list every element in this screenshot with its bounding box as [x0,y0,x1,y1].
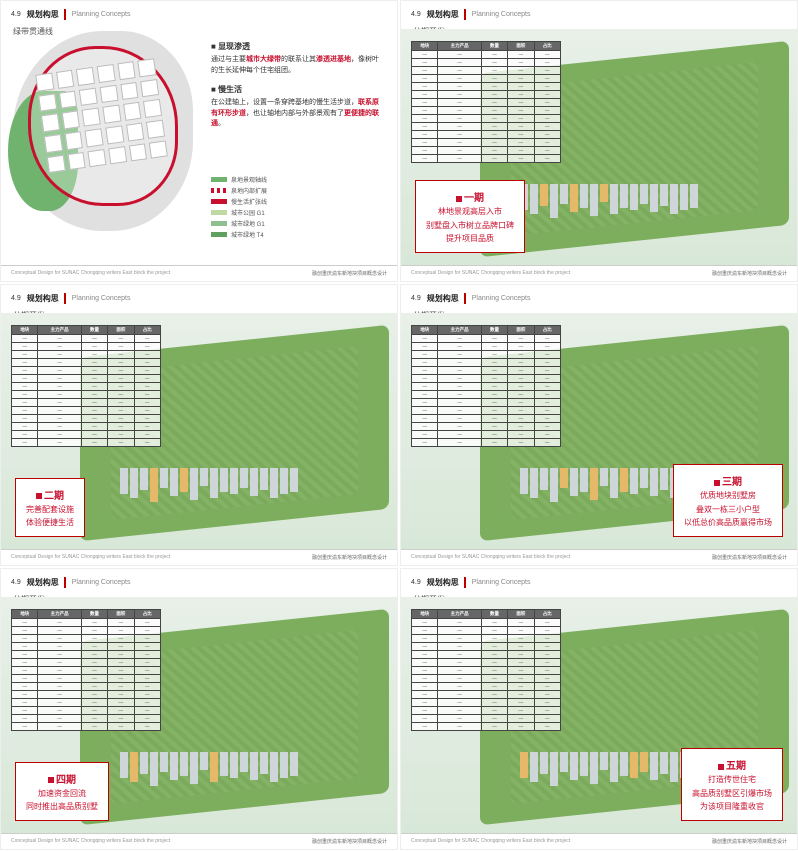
panel-phase: 4.9规划构思Planning Concepts分期开发地块主力产品数量面积占比… [400,568,798,850]
panel-phase: 4.9规划构思Planning Concepts分期开发地块主力产品数量面积占比… [400,284,798,566]
phase-callout: 一期林地景观高层入市别墅盘入市树立品牌口碑提升项目品质 [415,180,525,253]
panel-phase: 4.9规划构思Planning Concepts分期开发地块主力产品数量面积占比… [400,0,798,282]
panel-header: 4.9 规划构思 Planning Concepts [1,1,397,24]
phase-callout: 四期加速资金回流同时推出高品质别墅 [15,762,109,821]
phase-callout: 五期打造传世住宅高品质别墅区引爆市场为该项目隆重收官 [681,748,783,821]
legend-swatches: 泉地景观轴线泉地内部扩展慢生活扩张线城市公园 G1城市绿地 G1城市绿地 T4 [211,175,267,241]
panel-phase: 4.9规划构思Planning Concepts分期开发地块主力产品数量面积占比… [0,284,398,566]
phase-callout: 二期完善配套设施体验便捷生活 [15,478,85,537]
panel-greenbelt: 4.9 规划构思 Planning Concepts 绿带贯通线 ■ 显现渗透 … [0,0,398,282]
page-grid: 4.9 规划构思 Planning Concepts 绿带贯通线 ■ 显现渗透 … [0,0,798,850]
panel-phase: 4.9规划构思Planning Concepts分期开发地块主力产品数量面积占比… [0,568,398,850]
section-title-zh: 规划构思 [27,9,66,20]
site-map [13,31,193,231]
section-title-en: Planning Concepts [72,11,131,18]
panel-footer: Conceptual Design for SUNAC Chongqing wr… [1,265,397,281]
phase-callout: 三期优质地块别墅房叠双一栋三小户型以低总价高品质赢得市场 [673,464,783,537]
section-number: 4.9 [11,11,21,18]
legend-text: ■ 显现渗透 通过与主要城市大绿带的联系让其渗透进基地，像树叶的生长延伸每个住宅… [211,41,381,138]
